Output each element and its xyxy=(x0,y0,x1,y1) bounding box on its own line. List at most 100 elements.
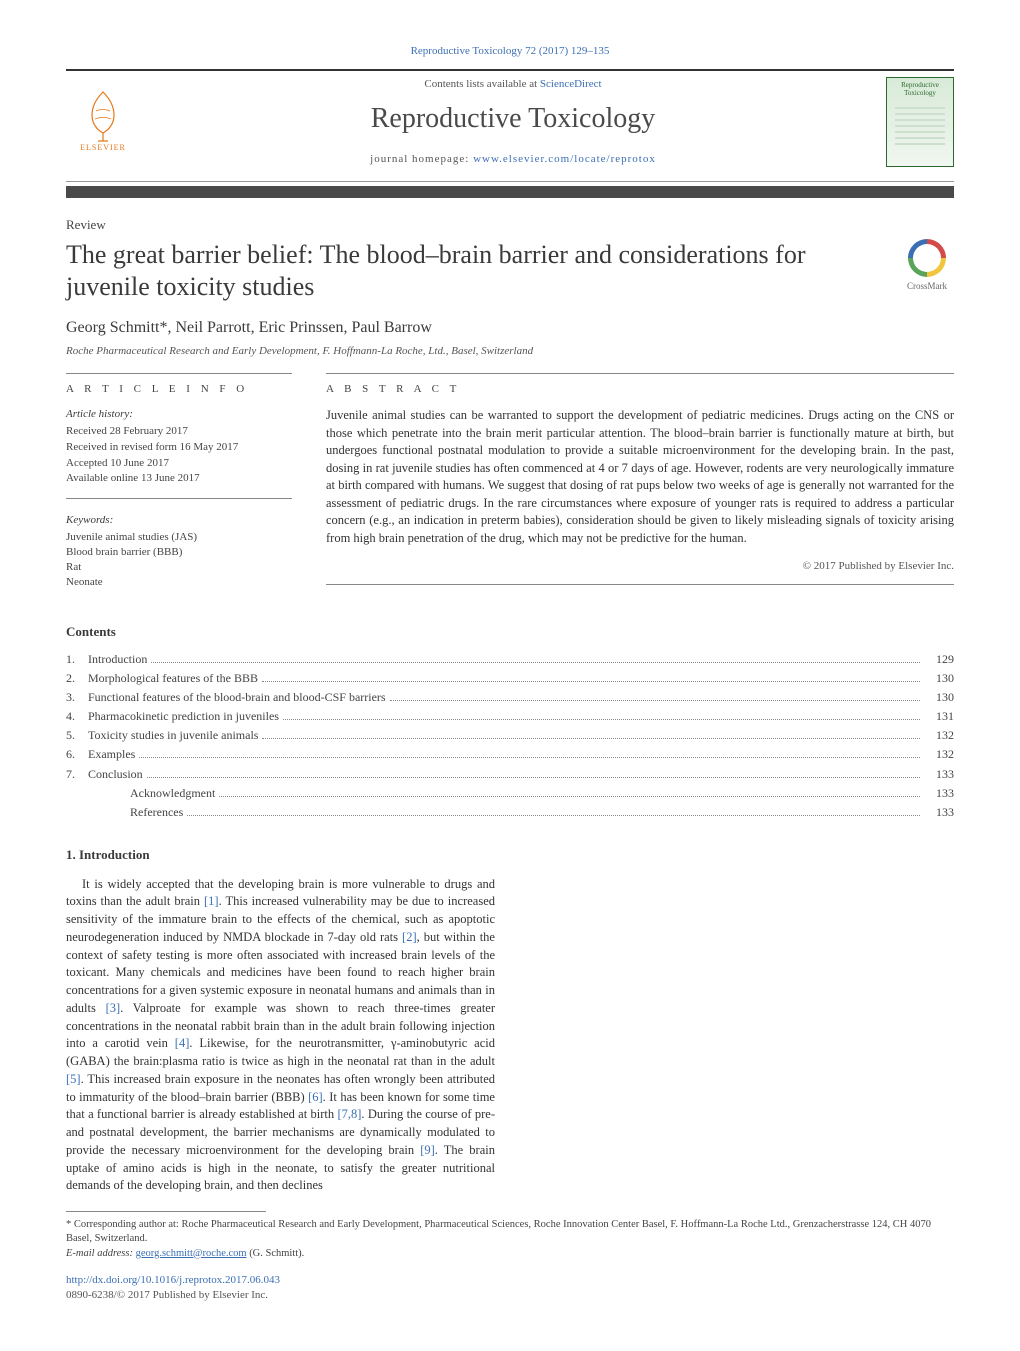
email-footnote: E-mail address: georg.schmitt@roche.com … xyxy=(66,1247,954,1261)
toc-number: 1. xyxy=(66,651,88,667)
toc-title: Examples xyxy=(88,746,135,762)
toc-page: 130 xyxy=(924,670,954,686)
ref-link[interactable]: [5] xyxy=(66,1072,81,1086)
toc-number: 3. xyxy=(66,689,88,705)
toc-title: Toxicity studies in juvenile animals xyxy=(88,727,258,743)
abstract-text: Juvenile animal studies can be warranted… xyxy=(326,407,954,547)
contents-head: Contents xyxy=(66,623,954,641)
ref-link[interactable]: [1] xyxy=(204,894,219,908)
info-abstract-row: a r t i c l e i n f o Article history: R… xyxy=(66,373,954,597)
ref-link[interactable]: [2] xyxy=(402,930,417,944)
sciencedirect-link[interactable]: ScienceDirect xyxy=(540,78,602,90)
toc-page: 133 xyxy=(924,785,954,801)
toc-leader-dots xyxy=(139,757,920,758)
toc-page: 130 xyxy=(924,689,954,705)
history-accepted: Accepted 10 June 2017 xyxy=(66,456,292,471)
abstract-head: a b s t r a c t xyxy=(326,382,954,397)
ref-link[interactable]: [6] xyxy=(308,1090,323,1104)
toc-title: Functional features of the blood-brain a… xyxy=(88,689,386,705)
toc-page: 132 xyxy=(924,746,954,762)
article-title: The great barrier belief: The blood–brai… xyxy=(66,239,884,302)
header-center: Contents lists available at ScienceDirec… xyxy=(158,77,868,166)
keyword: Neonate xyxy=(66,575,292,590)
toc-row[interactable]: 6.Examples 132 xyxy=(66,746,954,762)
toc-page: 133 xyxy=(924,766,954,782)
toc-page: 133 xyxy=(924,804,954,820)
toc-row[interactable]: 7.Conclusion 133 xyxy=(66,766,954,782)
toc-row[interactable]: 4.Pharmacokinetic prediction in juvenile… xyxy=(66,708,954,724)
toc-leader-dots xyxy=(262,738,920,739)
header-thick-rule xyxy=(66,186,954,198)
toc-leader-dots xyxy=(262,681,920,682)
abstract-copyright: © 2017 Published by Elsevier Inc. xyxy=(326,559,954,574)
toc-number: 2. xyxy=(66,670,88,686)
history-revised: Received in revised form 16 May 2017 xyxy=(66,440,292,455)
contents-block: Contents 1.Introduction 129 2.Morphologica… xyxy=(66,623,954,820)
toc-title: Introduction xyxy=(88,651,147,667)
elsevier-logo: ELSEVIER xyxy=(66,81,140,163)
elsevier-tree-icon xyxy=(78,89,128,143)
intro-paragraph-1: It is widely accepted that the developin… xyxy=(66,876,495,1196)
toc-number: 7. xyxy=(66,766,88,782)
doi-link[interactable]: http://dx.doi.org/10.1016/j.reprotox.201… xyxy=(66,1273,954,1288)
corresponding-author-footnote: * Corresponding author at: Roche Pharmac… xyxy=(66,1218,954,1246)
keyword: Blood brain barrier (BBB) xyxy=(66,545,292,560)
journal-title: Reproductive Toxicology xyxy=(158,100,868,138)
toc-page: 129 xyxy=(924,651,954,667)
toc-row[interactable]: 2.Morphological features of the BBB 130 xyxy=(66,670,954,686)
journal-homepage-line: journal homepage: www.elsevier.com/locat… xyxy=(158,152,868,167)
article-info-column: a r t i c l e i n f o Article history: R… xyxy=(66,373,292,597)
toc-row[interactable]: References 133 xyxy=(66,804,954,820)
body-two-column: It is widely accepted that the developin… xyxy=(66,876,954,1196)
journal-header: ELSEVIER Contents lists available at Sci… xyxy=(66,69,954,182)
toc-page: 131 xyxy=(924,708,954,724)
toc-row[interactable]: 1.Introduction 129 xyxy=(66,651,954,667)
toc-leader-dots xyxy=(283,719,920,720)
toc-leader-dots xyxy=(219,796,920,797)
history-online: Available online 13 June 2017 xyxy=(66,471,292,486)
toc-row[interactable]: 3.Functional features of the blood-brain… xyxy=(66,689,954,705)
toc-title: Acknowledgment xyxy=(130,785,215,801)
article-type: Review xyxy=(66,216,954,234)
ref-link[interactable]: [3] xyxy=(106,1001,121,1015)
toc-number: 6. xyxy=(66,746,88,762)
footnote-separator xyxy=(66,1211,266,1212)
toc-row[interactable]: Acknowledgment 133 xyxy=(66,785,954,801)
contents-lists-line: Contents lists available at ScienceDirec… xyxy=(158,77,868,92)
article-info-head: a r t i c l e i n f o xyxy=(66,382,292,397)
contents-list: 1.Introduction 129 2.Morphological feature… xyxy=(66,651,954,821)
toc-leader-dots xyxy=(390,700,920,701)
history-received: Received 28 February 2017 xyxy=(66,424,292,439)
keyword: Juvenile animal studies (JAS) xyxy=(66,530,292,545)
section-1-head: 1. Introduction xyxy=(66,846,954,864)
toc-title: Morphological features of the BBB xyxy=(88,670,258,686)
toc-number: 4. xyxy=(66,708,88,724)
page-container: Reproductive Toxicology 72 (2017) 129–13… xyxy=(0,0,1020,1342)
toc-row[interactable]: 5.Toxicity studies in juvenile animals 13… xyxy=(66,727,954,743)
journal-homepage-link[interactable]: www.elsevier.com/locate/reprotox xyxy=(473,153,656,165)
affiliation: Roche Pharmaceutical Research and Early … xyxy=(66,344,954,359)
title-row: The great barrier belief: The blood–brai… xyxy=(66,239,954,316)
toc-title: References xyxy=(130,804,183,820)
history-head: Article history: xyxy=(66,407,292,422)
ref-link[interactable]: [9] xyxy=(420,1143,435,1157)
corresponding-email-link[interactable]: georg.schmitt@roche.com xyxy=(136,1248,247,1259)
toc-leader-dots xyxy=(151,662,920,663)
crossmark-label: CrossMark xyxy=(900,280,954,292)
author-list: Georg Schmitt*, Neil Parrott, Eric Prins… xyxy=(66,317,954,339)
abstract-column: a b s t r a c t Juvenile animal studies … xyxy=(326,373,954,597)
crossmark-widget[interactable]: CrossMark xyxy=(900,239,954,292)
toc-number: 5. xyxy=(66,727,88,743)
issn-line: 0890-6238/© 2017 Published by Elsevier I… xyxy=(66,1288,954,1303)
toc-title: Conclusion xyxy=(88,766,143,782)
keyword: Rat xyxy=(66,560,292,575)
toc-leader-dots xyxy=(187,815,920,816)
elsevier-wordmark: ELSEVIER xyxy=(80,143,126,154)
journal-cover-thumbnail: Reproductive Toxicology xyxy=(886,77,954,167)
toc-leader-dots xyxy=(147,777,920,778)
cover-mini-graph xyxy=(895,103,945,145)
ref-link[interactable]: [7,8] xyxy=(337,1107,361,1121)
crossmark-icon xyxy=(908,239,946,277)
toc-page: 132 xyxy=(924,727,954,743)
ref-link[interactable]: [4] xyxy=(175,1036,190,1050)
